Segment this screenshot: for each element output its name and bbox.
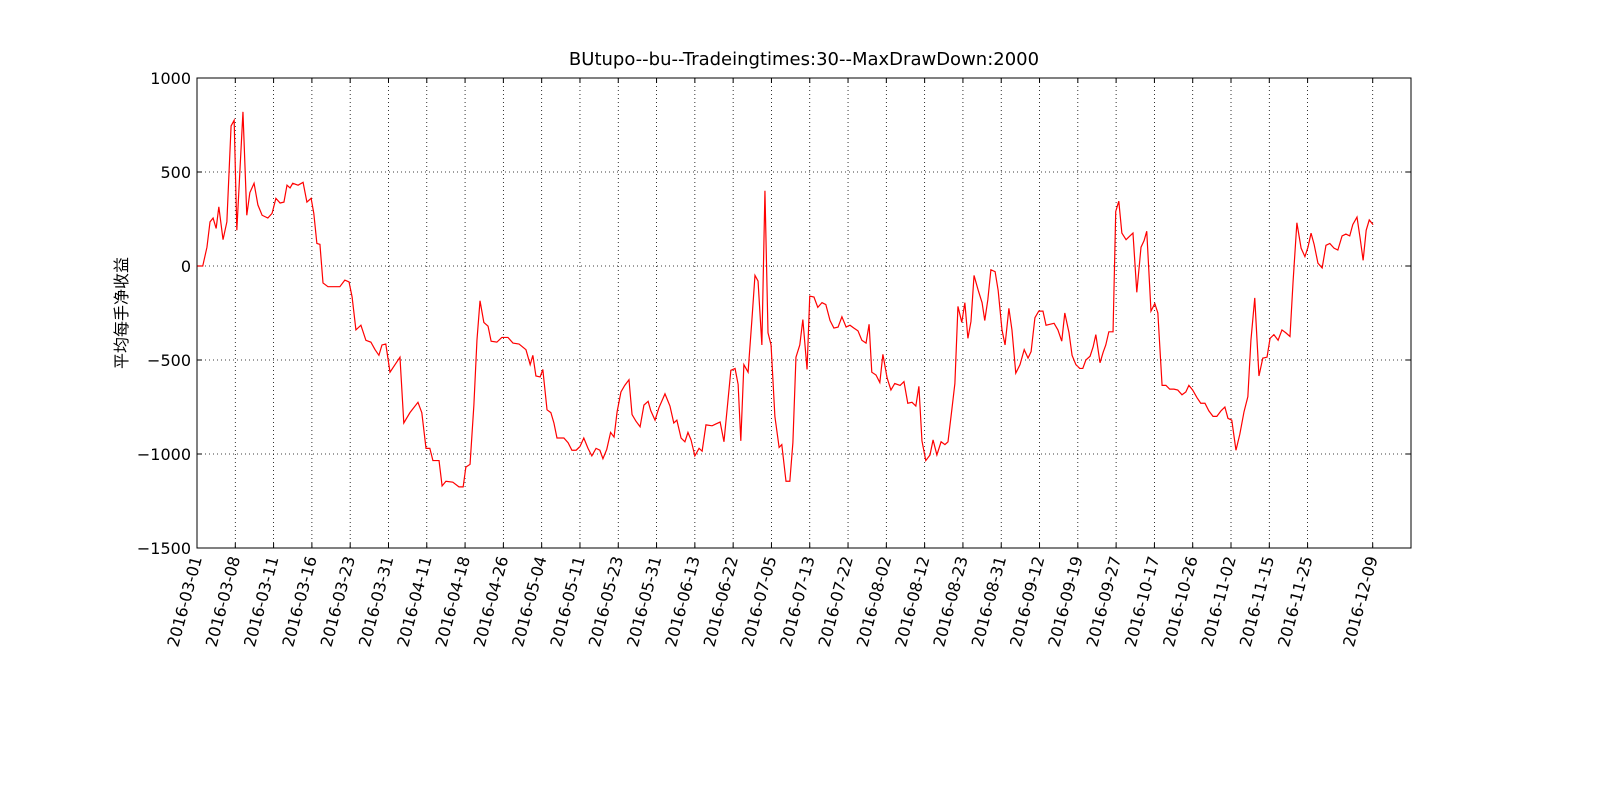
- x-tick-label: 2016-05-31: [623, 554, 665, 649]
- x-tick-label: 2016-08-23: [929, 554, 971, 649]
- x-tick-label: 2016-08-31: [968, 554, 1010, 649]
- x-tick-label: 2016-04-26: [470, 554, 512, 649]
- x-tick-label: 2016-05-04: [508, 554, 550, 649]
- y-tick-label: 1000: [150, 69, 191, 88]
- x-tick-label: 2016-05-11: [546, 554, 588, 649]
- x-tick-label: 2016-07-22: [814, 554, 856, 649]
- chart-title: BUtupo--bu--Tradeingtimes:30--MaxDrawDow…: [569, 49, 1039, 70]
- x-tick-label: 2016-07-13: [776, 554, 818, 649]
- x-tick-label: 2016-09-19: [1044, 554, 1086, 649]
- x-tick-label: 2016-12-09: [1339, 554, 1381, 649]
- x-tick-label: 2016-11-25: [1274, 554, 1316, 649]
- data-line: [197, 111, 1374, 488]
- y-tick-label: −500: [147, 351, 191, 370]
- x-tick-label: 2016-11-15: [1236, 554, 1278, 649]
- x-tick-label: 2016-09-12: [1006, 554, 1048, 649]
- y-tick-label: 500: [160, 163, 191, 182]
- x-tick-label: 2016-03-16: [278, 554, 320, 649]
- x-tick-label: 2016-11-02: [1197, 554, 1239, 649]
- x-tick-label: 2016-06-22: [700, 554, 742, 649]
- x-tick-label: 2016-03-11: [240, 554, 282, 649]
- x-tick-label: 2016-05-23: [585, 554, 627, 649]
- y-axis-label: 平均每手净收益: [112, 257, 131, 369]
- y-tick-label: 0: [181, 257, 191, 276]
- x-tick-label: 2016-09-27: [1083, 554, 1125, 649]
- x-tick-label: 2016-08-12: [891, 554, 933, 649]
- x-tick-label: 2016-08-02: [853, 554, 895, 649]
- x-tick-label: 2016-03-31: [355, 554, 397, 649]
- x-tick-label: 2016-03-01: [163, 554, 205, 649]
- x-tick-label: 2016-10-17: [1121, 554, 1163, 649]
- y-tick-label: −1500: [137, 539, 191, 558]
- x-tick-label: 2016-04-18: [432, 554, 474, 649]
- x-tick-label: 2016-03-08: [202, 554, 244, 649]
- x-tick-label: 2016-10-26: [1159, 554, 1201, 649]
- x-tick-label: 2016-07-05: [738, 554, 780, 649]
- x-tick-label: 2016-06-13: [661, 554, 703, 649]
- x-tick-label: 2016-03-23: [317, 554, 359, 649]
- x-tick-label: 2016-04-11: [393, 554, 435, 649]
- plot-frame: [196, 77, 1412, 549]
- y-tick-label: −1000: [137, 445, 191, 464]
